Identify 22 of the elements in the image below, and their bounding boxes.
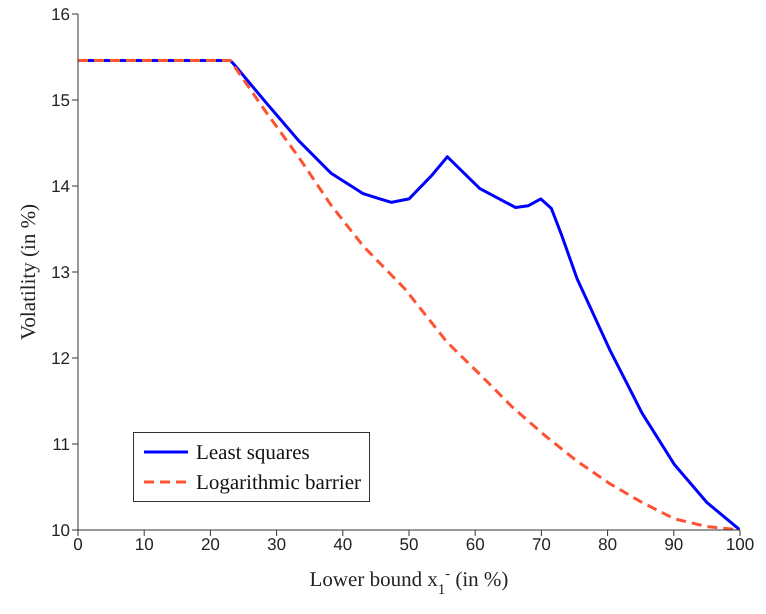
x-tick-label: 40: [333, 535, 352, 554]
y-tick-label: 15: [51, 91, 70, 110]
y-tick-label: 10: [51, 521, 70, 540]
y-tick-label: 11: [52, 435, 70, 454]
x-tick-label: 100: [726, 535, 754, 554]
x-tick-label: 0: [73, 535, 83, 554]
x-tick-label: 70: [532, 535, 551, 554]
x-tick-label: 60: [466, 535, 485, 554]
x-tick-label: 80: [598, 535, 618, 554]
y-tick-label: 12: [51, 349, 70, 368]
x-tick-label: 50: [400, 535, 418, 554]
x-tick-label: 20: [200, 535, 220, 554]
legend-label: Logarithmic barrier: [196, 469, 362, 496]
y-tick-label: 16: [51, 5, 70, 24]
x-tick-label: 90: [664, 535, 684, 554]
y-tick-label: 13: [51, 263, 70, 282]
x-tick-label: 10: [134, 535, 154, 554]
x-axis-title: Lower bound x$_{1}$$^{-}$ (in %): [310, 566, 508, 598]
x-tick-label: 30: [267, 535, 286, 554]
y-tick-label: 14: [51, 177, 70, 196]
y-axis-title: Volatility (in %): [16, 204, 40, 340]
legend-label: Least squares: [196, 439, 310, 466]
